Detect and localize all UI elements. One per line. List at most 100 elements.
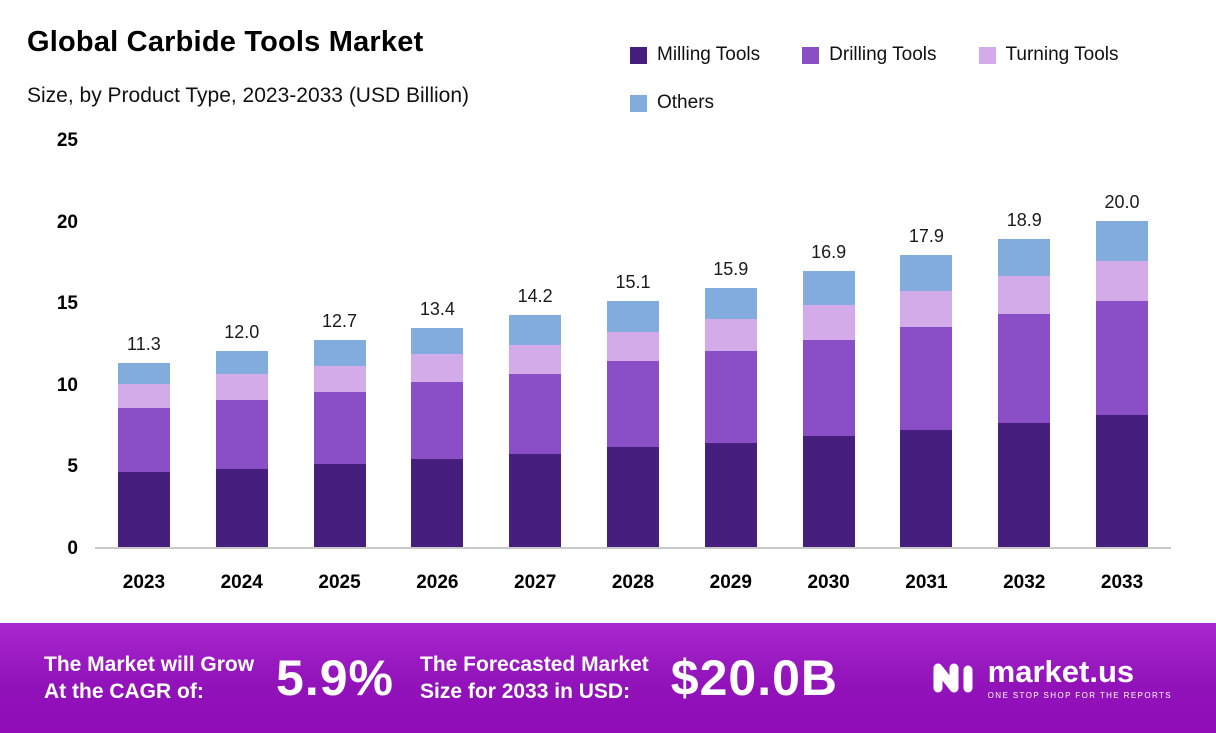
bar-column-2026[interactable]: 13.4 bbox=[388, 141, 486, 547]
y-tick-label: 15 bbox=[56, 293, 78, 315]
chart-area: Global Carbide Tools Market Size, by Pro… bbox=[27, 26, 1200, 593]
x-tick-label: 2030 bbox=[807, 572, 850, 593]
bar-column-2024[interactable]: 12.0 bbox=[193, 141, 291, 547]
bar-segment-turning-tools[interactable] bbox=[704, 318, 757, 352]
bar-column-2032[interactable]: 18.9 bbox=[975, 141, 1073, 547]
brand-wave-icon bbox=[932, 656, 976, 701]
legend-item-drilling-tools: Drilling Tools bbox=[802, 44, 937, 66]
bar-column-2031[interactable]: 17.9 bbox=[878, 141, 976, 547]
bar-segment-others[interactable] bbox=[900, 254, 953, 291]
bar-total-label: 18.9 bbox=[1006, 209, 1042, 230]
cagr-label: The Market will Grow At the CAGR of: bbox=[44, 651, 254, 706]
bar-segment-turning-tools[interactable] bbox=[411, 354, 464, 383]
bar-segment-turning-tools[interactable] bbox=[313, 365, 366, 392]
bar-segment-drilling-tools[interactable] bbox=[704, 351, 757, 443]
footer-banner: The Market will Grow At the CAGR of: 5.9… bbox=[0, 623, 1216, 733]
forecast-label-line2: Size for 2033 in USD: bbox=[420, 680, 631, 703]
x-tick-label: 2023 bbox=[122, 572, 166, 593]
bar-segment-others[interactable] bbox=[998, 238, 1051, 277]
bar-total-label: 15.1 bbox=[615, 271, 651, 292]
bar-column-2028[interactable]: 15.1 bbox=[584, 141, 682, 547]
bar-column-2030[interactable]: 16.9 bbox=[780, 141, 878, 547]
bar-segment-others[interactable] bbox=[802, 271, 855, 306]
cagr-label-line1: The Market will Grow bbox=[44, 652, 255, 676]
brand-name: market.us bbox=[987, 654, 1135, 689]
bar-segment-milling-tools[interactable] bbox=[215, 468, 268, 547]
bar-segment-turning-tools[interactable] bbox=[802, 305, 855, 340]
bar-column-2029[interactable]: 15.9 bbox=[682, 141, 780, 547]
legend-item-others: Others bbox=[630, 92, 714, 114]
y-tick-label: 0 bbox=[67, 538, 78, 559]
bar-segment-turning-tools[interactable] bbox=[215, 374, 268, 401]
legend-item-milling-tools: Milling Tools bbox=[630, 44, 760, 66]
bar-segment-drilling-tools[interactable] bbox=[998, 313, 1051, 423]
bar-column-2025[interactable]: 12.7 bbox=[291, 141, 389, 547]
bar-total-label: 12.0 bbox=[224, 322, 260, 343]
bar-segment-drilling-tools[interactable] bbox=[900, 326, 953, 430]
brand-text: market.us One Stop Shop For The Reports bbox=[988, 656, 1172, 700]
bar-series: 11.3 12.0 12.7 13.4 14.2 15.1 15.9 16.9 17.9 18.9… bbox=[95, 141, 1171, 547]
bar-segment-milling-tools[interactable] bbox=[1096, 414, 1149, 547]
bar-total-label: 12.7 bbox=[322, 310, 358, 331]
chart-title: Global Carbide Tools Market bbox=[27, 26, 424, 58]
bar-segment-others[interactable] bbox=[215, 351, 268, 375]
bar-column-2027[interactable]: 14.2 bbox=[486, 141, 584, 547]
brand-tagline: One Stop Shop For The Reports bbox=[987, 691, 1172, 700]
legend-label: Turning Tools bbox=[1005, 44, 1119, 65]
bar-segment-turning-tools[interactable] bbox=[509, 344, 562, 375]
bar-segment-turning-tools[interactable] bbox=[606, 331, 659, 361]
bar-segment-drilling-tools[interactable] bbox=[802, 339, 855, 437]
bar-segment-milling-tools[interactable] bbox=[802, 436, 855, 547]
bar-total-label: 17.9 bbox=[908, 225, 944, 246]
bar-segment-turning-tools[interactable] bbox=[998, 276, 1051, 314]
cagr-value: 5.9% bbox=[276, 650, 395, 706]
x-tick-label: 2027 bbox=[514, 572, 557, 593]
legend: Milling Tools Drilling Tools Turning Tools… bbox=[630, 44, 1200, 114]
legend-marker-icon bbox=[630, 94, 647, 112]
cagr-label-line2: At the CAGR of: bbox=[44, 680, 204, 703]
bar-column-2033[interactable]: 20.0 bbox=[1073, 141, 1171, 547]
legend-marker-icon bbox=[630, 46, 647, 64]
x-tick-label: 2032 bbox=[1003, 572, 1046, 593]
bar-segment-drilling-tools[interactable] bbox=[215, 400, 268, 469]
y-axis-labels: 0 5 10 15 20 25 bbox=[56, 130, 78, 559]
bar-segment-milling-tools[interactable] bbox=[900, 429, 953, 547]
bar-segment-drilling-tools[interactable] bbox=[117, 408, 170, 472]
bar-segment-others[interactable] bbox=[509, 315, 562, 345]
bar-segment-others[interactable] bbox=[411, 328, 464, 355]
bar-segment-others[interactable] bbox=[117, 362, 170, 384]
legend-label: Others bbox=[657, 92, 715, 113]
bar-segment-milling-tools[interactable] bbox=[117, 471, 170, 547]
bar-segment-milling-tools[interactable] bbox=[509, 453, 562, 547]
y-tick-label: 5 bbox=[67, 456, 78, 478]
bar-segment-turning-tools[interactable] bbox=[900, 290, 953, 327]
bar-segment-turning-tools[interactable] bbox=[1096, 261, 1149, 301]
legend-marker-icon bbox=[978, 46, 996, 64]
bar-segment-drilling-tools[interactable] bbox=[1096, 300, 1149, 415]
bar-segment-turning-tools[interactable] bbox=[117, 383, 170, 409]
bar-total-label: 13.4 bbox=[419, 299, 455, 320]
x-tick-label: 2031 bbox=[905, 572, 948, 593]
x-tick-label: 2026 bbox=[416, 572, 459, 593]
bar-segment-milling-tools[interactable] bbox=[998, 422, 1051, 547]
chart-subtitle: Size, by Product Type, 2023-2033 (USD Bi… bbox=[27, 84, 470, 107]
bar-segment-milling-tools[interactable] bbox=[704, 442, 757, 547]
forecast-value: $20.0B bbox=[670, 650, 838, 706]
bar-segment-drilling-tools[interactable] bbox=[313, 391, 366, 464]
bar-segment-others[interactable] bbox=[1096, 220, 1149, 262]
bar-segment-drilling-tools[interactable] bbox=[606, 360, 659, 448]
bar-total-label: 11.3 bbox=[127, 333, 161, 354]
bar-column-2023[interactable]: 11.3 bbox=[95, 141, 193, 547]
bar-segment-milling-tools[interactable] bbox=[606, 447, 659, 547]
x-tick-label: 2028 bbox=[611, 572, 655, 593]
legend-label: Drilling Tools bbox=[829, 44, 937, 65]
bar-segment-others[interactable] bbox=[313, 339, 366, 366]
bar-segment-others[interactable] bbox=[704, 287, 757, 319]
bar-segment-milling-tools[interactable] bbox=[411, 458, 464, 547]
forecast-label-line1: The Forecasted Market bbox=[420, 652, 649, 676]
bar-segment-others[interactable] bbox=[606, 300, 659, 332]
bar-segment-drilling-tools[interactable] bbox=[411, 382, 464, 459]
bar-segment-milling-tools[interactable] bbox=[313, 463, 366, 547]
bar-segment-drilling-tools[interactable] bbox=[509, 374, 562, 454]
